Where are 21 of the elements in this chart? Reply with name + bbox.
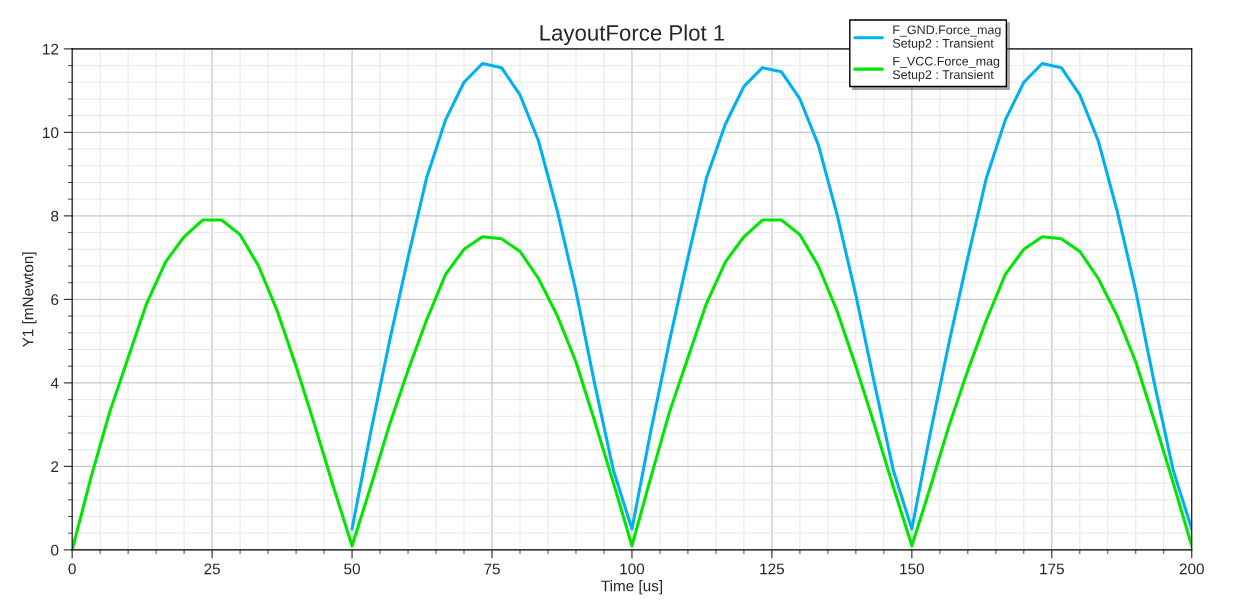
y-axis-title: Y1 [mNewton] [22,252,37,348]
legend-label: F_GND.Force_mag Setup2 : Transient [892,25,1001,51]
y-tick-label: 6 [51,294,59,306]
x-tick-label: 50 [344,563,360,575]
y-tick-label: 4 [50,377,59,389]
y-tick-label: 2 [51,461,59,472]
x-tick-label: 25 [204,563,220,575]
x-tick-label: 125 [760,563,785,575]
y-tick-label: 10 [43,127,59,139]
x-tick-label: 0 [68,563,76,575]
x-tick-label: 175 [1040,563,1064,575]
x-tick-label: 100 [620,563,645,575]
y-tick-label: 8 [51,210,59,222]
x-tick-label: 75 [484,563,500,575]
x-tick-label: 150 [900,563,924,575]
chart-title: LayoutForce Plot 1 [540,24,725,46]
legend-label: F_VCC.Force_mag Setup2 : Transient [892,56,1000,82]
y-tick-label: 12 [43,43,59,55]
x-axis-title: Time [us] [601,580,662,595]
y-tick-label: 0 [51,544,59,556]
x-tick-label: 200 [1179,563,1204,575]
